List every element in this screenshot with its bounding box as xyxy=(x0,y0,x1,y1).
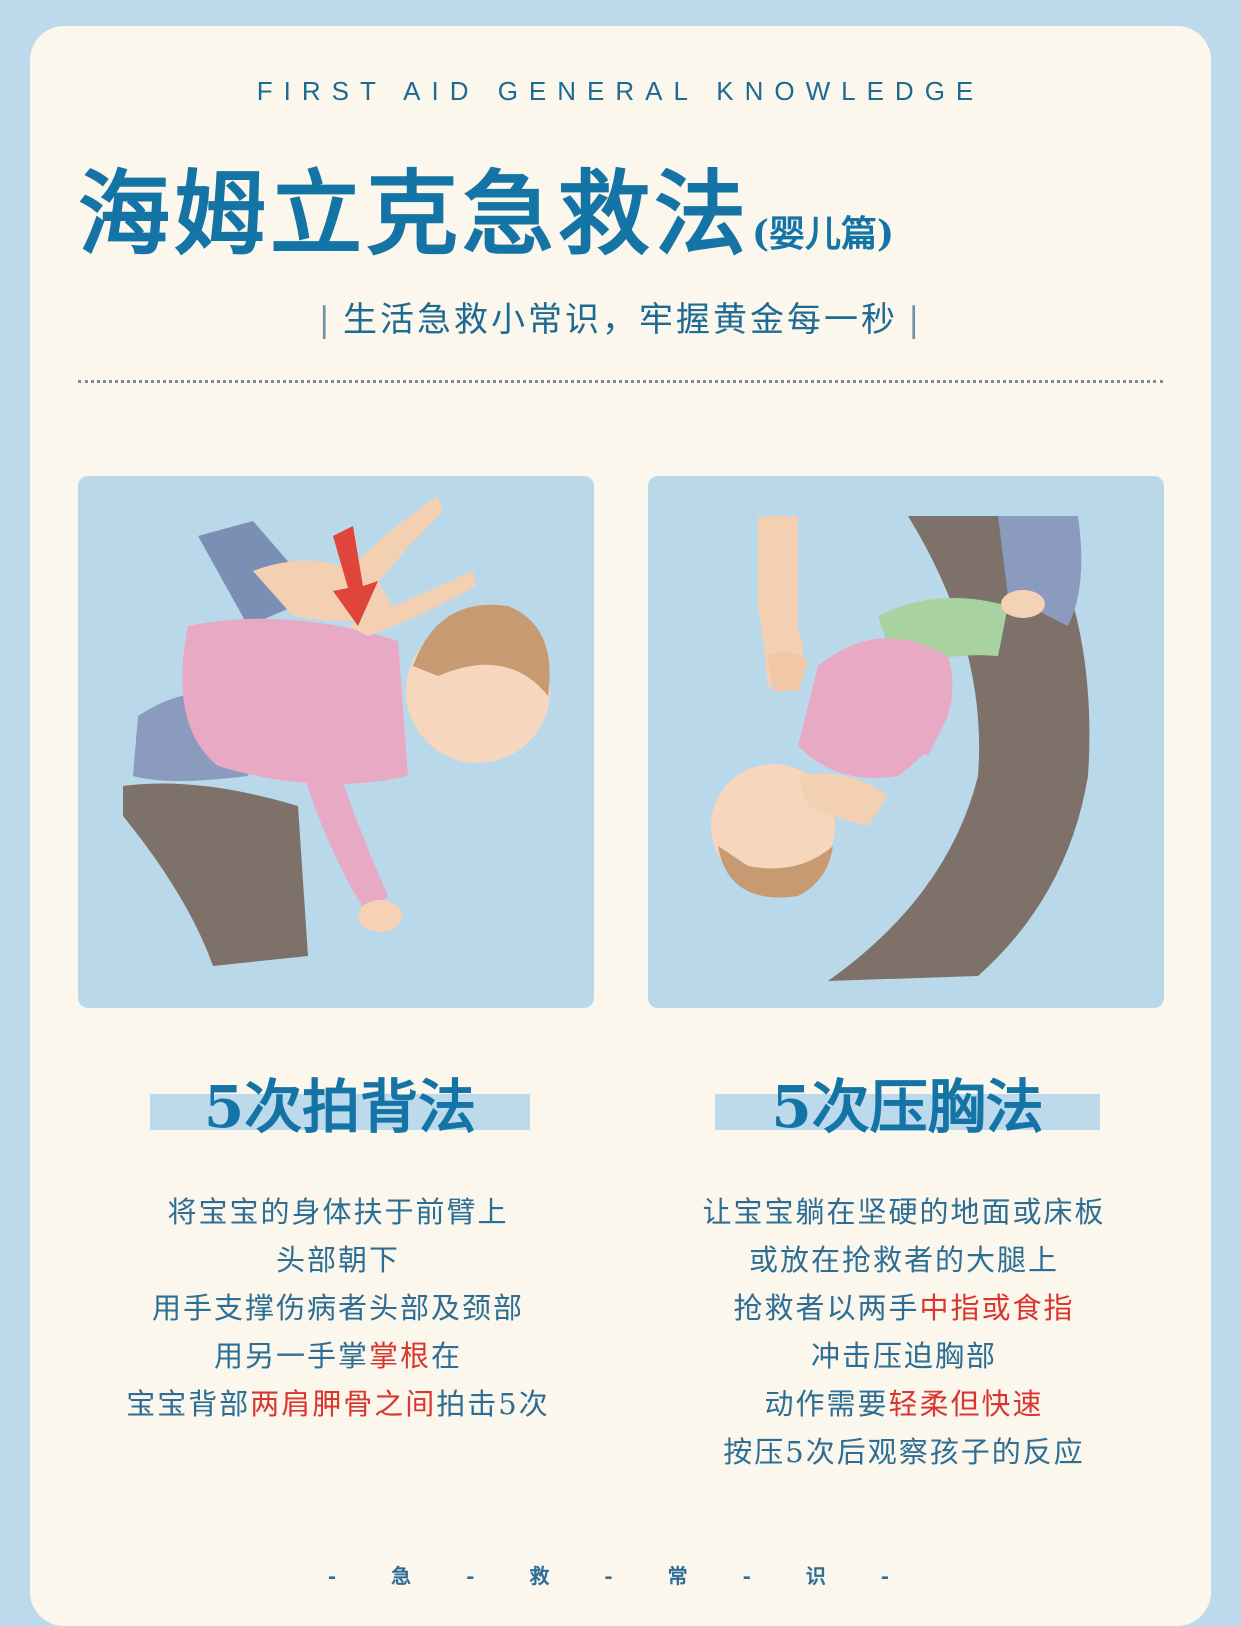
chest-thrust-illustration xyxy=(648,476,1164,1008)
highlight-text: 轻柔但快速 xyxy=(888,1387,1044,1421)
title-highlight xyxy=(715,1094,1100,1130)
title-main: 海姆立克急救法 xyxy=(78,160,751,268)
title-highlight xyxy=(150,1094,530,1130)
step-line: 按压5次后观察孩子的反应 xyxy=(723,1435,1085,1469)
step-line: 冲击压迫胸部 xyxy=(810,1339,997,1373)
step-line: 用手支撑伤病者头部及颈部 xyxy=(151,1291,524,1325)
subtitle-bar-left: | xyxy=(318,300,333,340)
title-suffix: (婴儿篇) xyxy=(752,213,895,255)
highlight-text: 两肩胛骨之间 xyxy=(250,1387,437,1421)
step-line: 头部朝下 xyxy=(275,1243,400,1277)
dotted-divider xyxy=(78,380,1163,383)
chest-thrust-drawing xyxy=(711,516,1090,981)
subtitle: | 生活急救小常识，牢握黄金每一秒 | xyxy=(0,292,1241,341)
step-line: 动作需要轻柔但快速 xyxy=(764,1387,1044,1421)
step-line: 或放在抢救者的大腿上 xyxy=(748,1243,1059,1277)
highlight-text: 掌根 xyxy=(368,1339,431,1373)
method-title-chest-thrusts: 5次压胸法 xyxy=(715,1060,1100,1141)
back-blow-steps: 将宝宝的身体扶于前臂上 头部朝下 用手支撑伤病者头部及颈部 用另一手掌掌根在 宝… xyxy=(48,1188,628,1428)
back-blow-illustration xyxy=(78,476,594,1008)
subtitle-text: 生活急救小常识，牢握黄金每一秒 xyxy=(343,300,898,340)
subtitle-bar-right: | xyxy=(908,300,923,340)
step-line: 将宝宝的身体扶于前臂上 xyxy=(167,1195,509,1229)
page-title: 海姆立克急救法(婴儿篇) xyxy=(78,140,1178,268)
highlight-text: 中指或食指 xyxy=(919,1291,1075,1325)
chest-thrust-steps: 让宝宝躺在坚硬的地面或床板 或放在抢救者的大腿上 抢救者以两手中指或食指 冲击压… xyxy=(614,1188,1194,1476)
method-title-back-blows: 5次拍背法 xyxy=(150,1060,530,1141)
back-blow-drawing xyxy=(123,496,550,966)
step-line: 宝宝背部两肩胛骨之间拍击5次 xyxy=(126,1387,550,1421)
footer-text: - 急 - 救 - 常 - 识 - xyxy=(327,1564,914,1588)
step-line: 用另一手掌掌根在 xyxy=(213,1339,463,1373)
eyebrow-text: FIRST AID GENERAL KNOWLEDGE xyxy=(256,76,985,106)
step-line: 让宝宝躺在坚硬的地面或床板 xyxy=(702,1195,1106,1229)
step-line: 抢救者以两手中指或食指 xyxy=(733,1291,1075,1325)
